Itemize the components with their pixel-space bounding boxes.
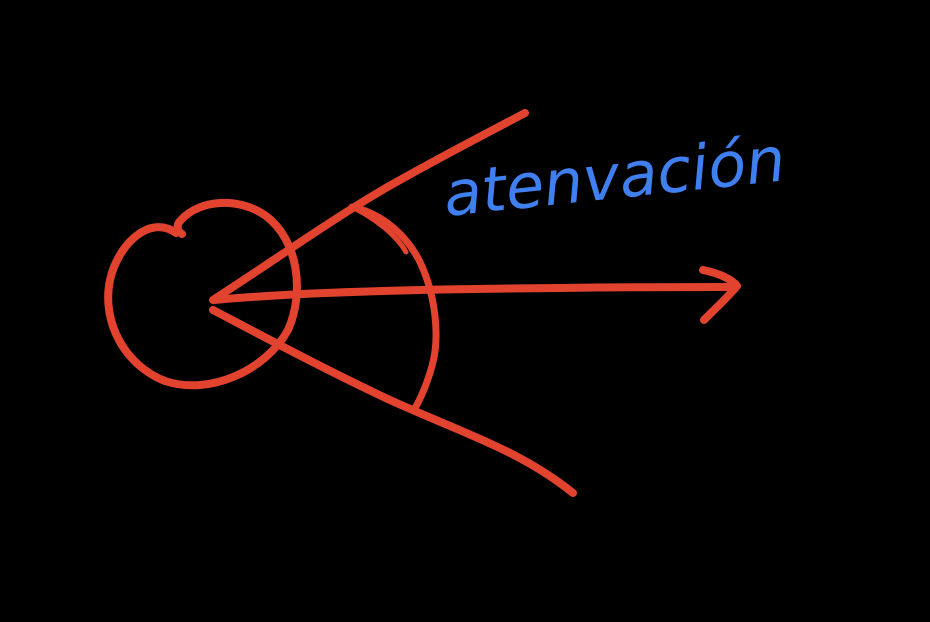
angle-arc-inner	[353, 206, 409, 255]
cone-lower-line	[209, 306, 577, 497]
attenuation-label: atenvación	[440, 122, 789, 230]
axis-arrow-shaft	[210, 283, 734, 304]
cone-upper-line	[209, 109, 529, 304]
angle-arc	[348, 203, 440, 414]
axis-arrow-head	[699, 266, 741, 324]
